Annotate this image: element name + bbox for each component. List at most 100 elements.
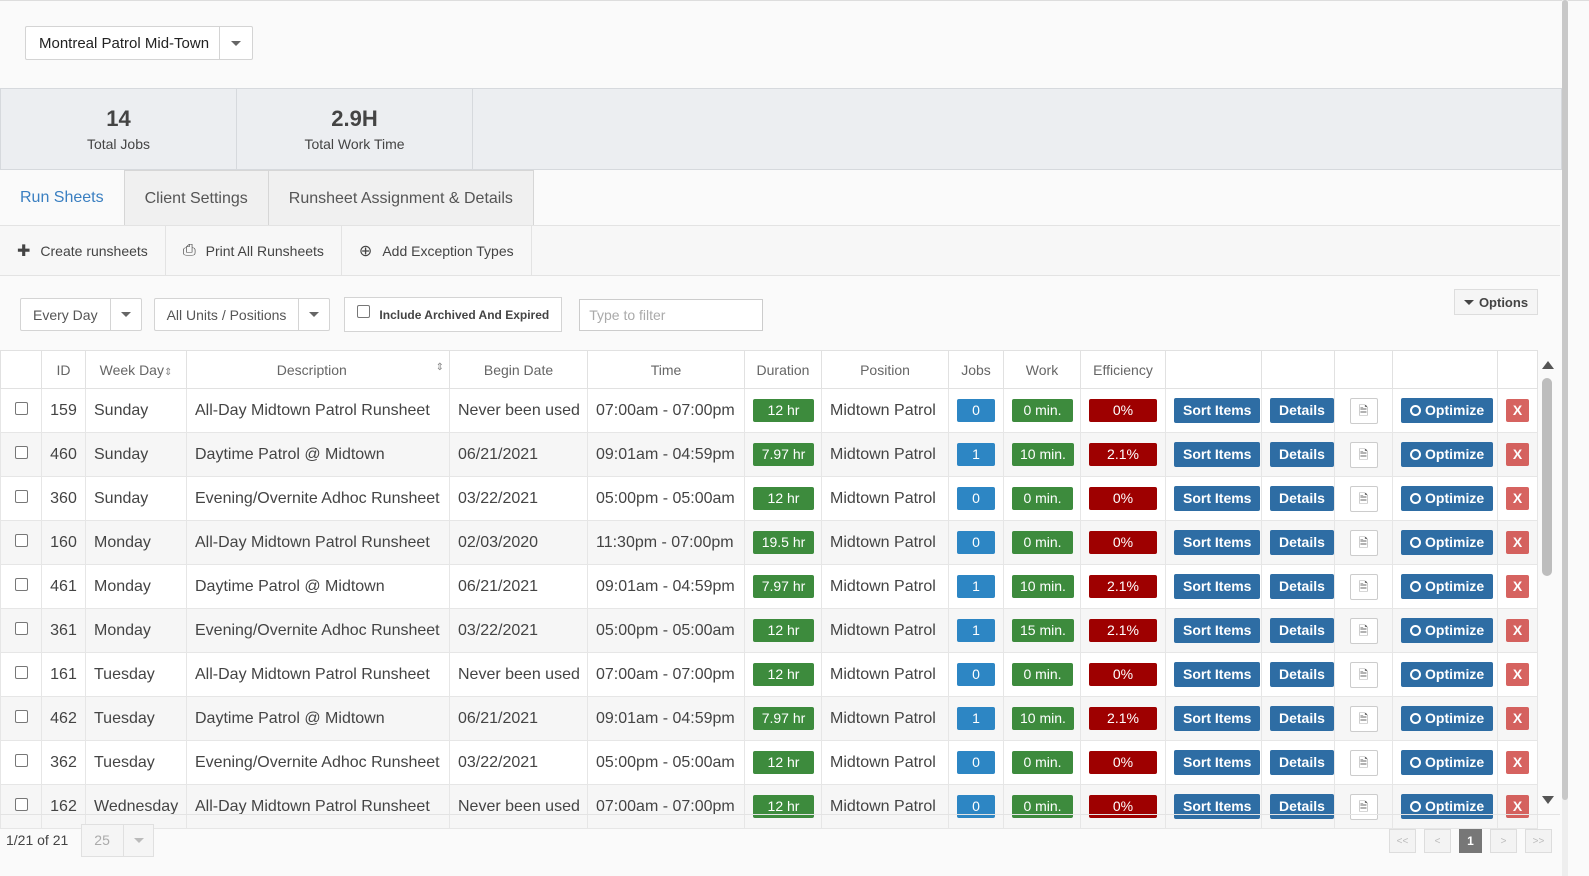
- sort-items-button[interactable]: Sort Items: [1174, 706, 1261, 731]
- row-checkbox[interactable]: [14, 445, 28, 459]
- row-checkbox[interactable]: [14, 577, 28, 591]
- row-checkbox[interactable]: [14, 401, 28, 415]
- table-row[interactable]: 161 Tuesday All-Day Midtown Patrol Runshee…: [0, 652, 1538, 697]
- sort-items-button[interactable]: Sort Items: [1174, 398, 1261, 423]
- delete-button[interactable]: X: [1506, 443, 1529, 466]
- scroll-thumb[interactable]: [1542, 378, 1552, 576]
- last-page-button[interactable]: >>: [1525, 829, 1552, 853]
- sort-items-button[interactable]: Sort Items: [1174, 530, 1261, 555]
- details-button[interactable]: Details: [1270, 706, 1334, 731]
- delete-button[interactable]: X: [1506, 707, 1529, 730]
- row-checkbox[interactable]: [14, 489, 28, 503]
- optimize-button[interactable]: Optimize: [1401, 750, 1494, 775]
- sort-items-button[interactable]: Sort Items: [1174, 618, 1261, 643]
- pdf-icon[interactable]: 🗎: [1349, 485, 1378, 512]
- table-row[interactable]: 460 Sunday Daytime Patrol @ Midtown 06/21/2…: [0, 432, 1538, 477]
- tab-runsheet-assignment[interactable]: Runsheet Assignment & Details: [268, 170, 534, 226]
- pdf-icon[interactable]: 🗎: [1349, 441, 1378, 468]
- position-column-header[interactable]: Position: [821, 350, 949, 389]
- row-checkbox[interactable]: [14, 709, 28, 723]
- optimize-button[interactable]: Optimize: [1401, 398, 1494, 423]
- sort-items-button[interactable]: Sort Items: [1174, 442, 1261, 467]
- table-row[interactable]: 360 Sunday Evening/Overnite Adhoc Runsheet…: [0, 476, 1538, 521]
- prev-page-button[interactable]: <: [1424, 829, 1451, 853]
- delete-button[interactable]: X: [1506, 795, 1529, 818]
- pdf-icon[interactable]: 🗎: [1349, 749, 1378, 776]
- row-checkbox[interactable]: [14, 621, 28, 635]
- efficiency-column-header[interactable]: Efficiency: [1080, 350, 1166, 389]
- units-filter-toggle[interactable]: [298, 299, 329, 330]
- include-archived-toggle[interactable]: Include Archived And Expired: [344, 297, 563, 332]
- begin-date-column-header[interactable]: Begin Date: [449, 350, 588, 389]
- pdf-icon[interactable]: 🗎: [1349, 661, 1378, 688]
- table-row[interactable]: 361 Monday Evening/Overnite Adhoc Runsheet…: [0, 608, 1538, 653]
- delete-button[interactable]: X: [1506, 663, 1529, 686]
- row-checkbox[interactable]: [14, 665, 28, 679]
- add-exception-types-button[interactable]: ⊕ Add Exception Types: [342, 226, 532, 275]
- pdf-icon[interactable]: 🗎: [1349, 705, 1378, 732]
- delete-button[interactable]: X: [1506, 575, 1529, 598]
- page-scrollbar[interactable]: [1562, 0, 1568, 876]
- sort-items-button[interactable]: Sort Items: [1174, 486, 1261, 511]
- table-row[interactable]: 162 Wednesday All-Day Midtown Patrol Runsh…: [0, 784, 1538, 829]
- current-page-button[interactable]: 1: [1459, 829, 1482, 853]
- table-row[interactable]: 159 Sunday All-Day Midtown Patrol Runsheet…: [0, 388, 1538, 433]
- time-column-header[interactable]: Time: [587, 350, 745, 389]
- page-scroll-thumb[interactable]: [1562, 0, 1568, 800]
- pdf-icon[interactable]: 🗎: [1349, 793, 1378, 820]
- next-page-button[interactable]: >: [1490, 829, 1517, 853]
- row-checkbox[interactable]: [14, 797, 28, 811]
- table-row[interactable]: 160 Monday All-Day Midtown Patrol Runsheet…: [0, 520, 1538, 565]
- page-size-toggle[interactable]: [123, 824, 153, 856]
- details-button[interactable]: Details: [1270, 618, 1334, 643]
- sort-items-button[interactable]: Sort Items: [1174, 750, 1261, 775]
- filter-input[interactable]: [579, 298, 764, 331]
- optimize-button[interactable]: Optimize: [1401, 486, 1494, 511]
- tab-run-sheets[interactable]: Run Sheets: [0, 170, 125, 226]
- create-runsheets-button[interactable]: ✚ Create runsheets: [0, 226, 166, 275]
- include-archived-checkbox[interactable]: [357, 305, 371, 318]
- optimize-button[interactable]: Optimize: [1401, 574, 1494, 599]
- details-button[interactable]: Details: [1270, 442, 1334, 467]
- work-column-header[interactable]: Work: [1003, 350, 1081, 389]
- pdf-icon[interactable]: 🗎: [1349, 617, 1378, 644]
- site-selector-toggle[interactable]: [219, 27, 252, 59]
- options-button[interactable]: Options: [1454, 289, 1538, 315]
- weekday-column-header[interactable]: Week Day⇕: [85, 350, 187, 389]
- units-filter-select[interactable]: All Units / Positions: [153, 298, 331, 331]
- optimize-button[interactable]: Optimize: [1401, 442, 1494, 467]
- details-button[interactable]: Details: [1270, 486, 1334, 511]
- pdf-icon[interactable]: 🗎: [1349, 397, 1378, 424]
- optimize-button[interactable]: Optimize: [1401, 618, 1494, 643]
- delete-button[interactable]: X: [1506, 531, 1529, 554]
- pdf-icon[interactable]: 🗎: [1349, 529, 1378, 556]
- details-button[interactable]: Details: [1270, 750, 1334, 775]
- delete-button[interactable]: X: [1506, 487, 1529, 510]
- jobs-column-header[interactable]: Jobs: [948, 350, 1004, 389]
- delete-button[interactable]: X: [1506, 399, 1529, 422]
- details-button[interactable]: Details: [1270, 662, 1334, 687]
- day-filter-toggle[interactable]: [109, 299, 141, 330]
- row-checkbox[interactable]: [14, 533, 28, 547]
- sort-items-button[interactable]: Sort Items: [1174, 662, 1261, 687]
- table-row[interactable]: 461 Monday Daytime Patrol @ Midtown 06/21/2…: [0, 564, 1538, 609]
- first-page-button[interactable]: <<: [1389, 829, 1416, 853]
- table-row[interactable]: 462 Tuesday Daytime Patrol @ Midtown 06/21/…: [0, 696, 1538, 741]
- table-scrollbar[interactable]: [1539, 356, 1556, 809]
- tab-client-settings[interactable]: Client Settings: [124, 170, 269, 226]
- optimize-button[interactable]: Optimize: [1401, 706, 1494, 731]
- description-column-header[interactable]: Description ⇕: [186, 350, 450, 389]
- id-column-header[interactable]: ID: [41, 350, 86, 389]
- page-size-select[interactable]: 25: [81, 823, 155, 857]
- details-button[interactable]: Details: [1270, 574, 1334, 599]
- sort-items-button[interactable]: Sort Items: [1174, 574, 1261, 599]
- delete-button[interactable]: X: [1506, 751, 1529, 774]
- row-checkbox[interactable]: [14, 753, 28, 767]
- site-selector[interactable]: Montreal Patrol Mid-Town: [25, 26, 253, 60]
- details-button[interactable]: Details: [1270, 398, 1334, 423]
- optimize-button[interactable]: Optimize: [1401, 662, 1494, 687]
- pdf-icon[interactable]: 🗎: [1349, 573, 1378, 600]
- optimize-button[interactable]: Optimize: [1401, 530, 1494, 555]
- delete-button[interactable]: X: [1506, 619, 1529, 642]
- scroll-up-icon[interactable]: [1542, 361, 1554, 369]
